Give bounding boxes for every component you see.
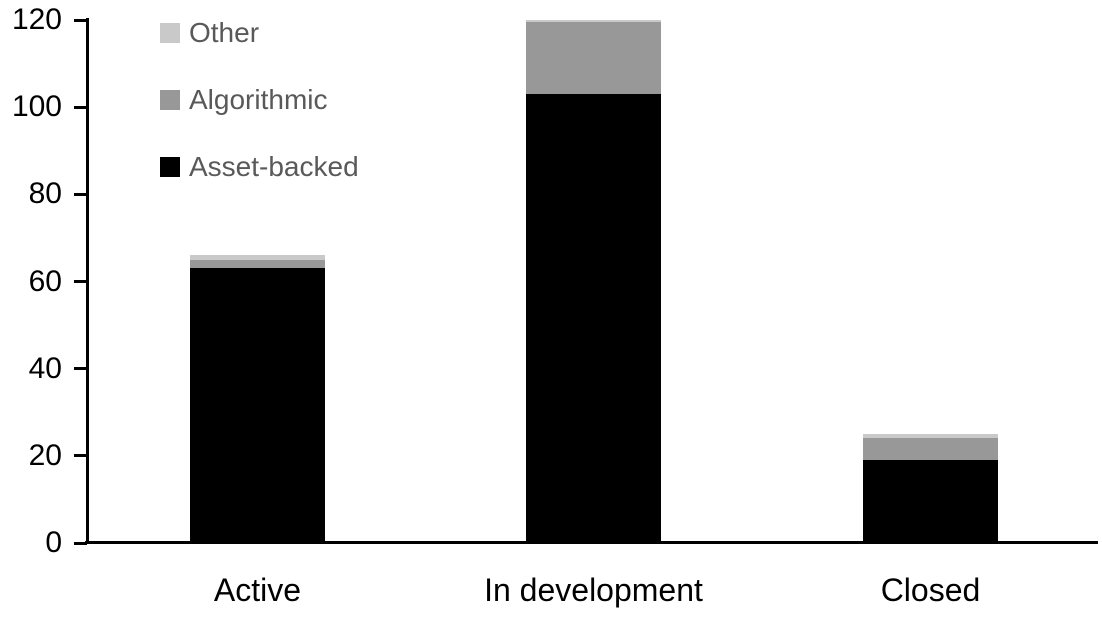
bar-segment-asset-backed-active: [190, 268, 325, 543]
bar-segment-algorithmic-in-development: [526, 22, 661, 95]
y-tick-label: 120: [11, 3, 62, 36]
legend-label-algorithmic: Algorithmic: [189, 84, 328, 115]
x-axis-category-label-closed: Closed: [880, 572, 981, 608]
legend-swatch-algorithmic-icon: [160, 90, 180, 110]
legend-swatch-asset-backed-icon: [160, 157, 180, 177]
legend-swatch-other-icon: [160, 23, 180, 43]
x-axis-category-label-active: Active: [213, 572, 302, 608]
y-tick-mark: [74, 192, 87, 196]
x-axis-line: [85, 541, 1098, 544]
y-tick-label: 60: [28, 264, 62, 298]
y-tick-mark: [74, 280, 87, 283]
y-tick-label: 100: [11, 90, 62, 124]
y-tick-mark: [74, 454, 87, 458]
bar-segment-asset-backed-in-development: [526, 94, 661, 543]
y-tick-label: 0: [45, 526, 62, 559]
legend-item-asset-backed: Asset-backed: [160, 151, 359, 182]
y-axis-line: [86, 18, 89, 544]
y-tick-mark: [74, 105, 87, 109]
y-tick-label: 40: [28, 351, 62, 385]
x-axis-category-label-in-development: In development: [484, 572, 703, 608]
chart-legend: Other Algorithmic Asset-backed: [160, 17, 359, 224]
bar-segment-other-closed: [863, 434, 998, 439]
y-tick-label: 20: [28, 438, 62, 472]
y-tick-mark: [74, 18, 87, 22]
bar-segment-algorithmic-active: [190, 259, 325, 269]
bar-segment-other-active: [190, 255, 325, 260]
bar-segment-algorithmic-closed: [863, 438, 998, 461]
bar-segment-asset-backed-closed: [863, 460, 998, 543]
legend-item-other: Other: [160, 17, 359, 48]
bar-segment-other-in-development: [526, 20, 661, 23]
legend-label-asset-backed: Asset-backed: [189, 151, 359, 182]
y-tick-mark: [74, 367, 87, 371]
legend-item-algorithmic: Algorithmic: [160, 84, 359, 115]
legend-label-other: Other: [189, 17, 260, 48]
y-tick-label: 80: [28, 177, 62, 211]
y-tick-mark: [74, 541, 87, 545]
